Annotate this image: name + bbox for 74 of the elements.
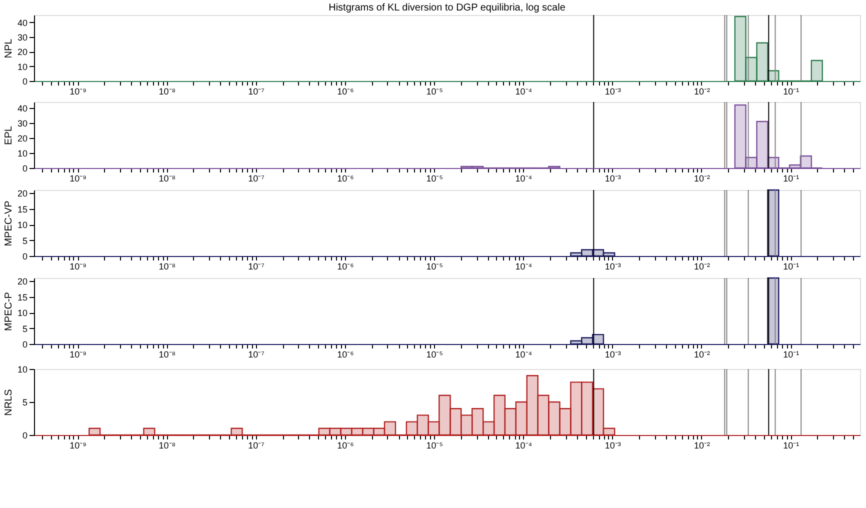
y-tick-label: 20 bbox=[17, 188, 28, 199]
x-tick-label: 10⁻⁹ bbox=[70, 262, 87, 272]
y-axis-title: EPL bbox=[3, 126, 14, 145]
x-tick-label: 10⁻⁵ bbox=[426, 350, 444, 360]
x-tick-label: 10⁻⁴ bbox=[515, 86, 532, 96]
x-tick-label: 10⁻⁶ bbox=[337, 350, 354, 360]
y-tick-label: 20 bbox=[17, 134, 28, 144]
x-tick-label: 10⁻⁹ bbox=[70, 440, 87, 450]
x-tick-label: 10⁻² bbox=[694, 440, 710, 450]
y-tick-label: 30 bbox=[17, 118, 28, 128]
x-tick-label: 10⁻⁸ bbox=[158, 86, 176, 96]
x-tick-label: 10⁻⁴ bbox=[515, 262, 532, 272]
x-tick-label: 10⁻⁶ bbox=[337, 86, 354, 96]
x-tick-label: 10⁻⁸ bbox=[158, 440, 176, 450]
x-tick-label: 10⁻⁷ bbox=[248, 174, 264, 184]
x-tick-label: 10⁻¹ bbox=[783, 440, 800, 450]
x-tick-label: 10⁻⁷ bbox=[248, 440, 264, 450]
x-tick-label: 10⁻⁹ bbox=[70, 86, 87, 96]
x-tick-label: 10⁻⁹ bbox=[70, 350, 87, 360]
x-tick-label: 10⁻⁵ bbox=[426, 174, 444, 184]
y-tick-label: 20 bbox=[17, 276, 28, 287]
x-tick-label: 10⁻⁴ bbox=[515, 174, 532, 184]
x-tick-label: 10⁻³ bbox=[604, 440, 621, 450]
x-tick-label: 10⁻³ bbox=[604, 86, 621, 96]
x-tick-label: 10⁻⁸ bbox=[158, 262, 176, 272]
y-axis-title: MPEC-P bbox=[3, 292, 14, 331]
y-tick-label: 15 bbox=[17, 292, 28, 302]
x-tick-label: 10⁻¹ bbox=[783, 350, 800, 360]
y-tick-label: 40 bbox=[17, 104, 28, 114]
x-tick-label: 10⁻² bbox=[694, 86, 710, 96]
y-tick-label: 15 bbox=[17, 204, 28, 214]
y-tick-label: 0 bbox=[22, 430, 28, 440]
y-tick-label: 0 bbox=[22, 252, 28, 262]
x-tick-label: 10⁻³ bbox=[604, 350, 621, 360]
x-tick-label: 10⁻⁹ bbox=[70, 174, 87, 184]
y-tick-label: 10 bbox=[17, 364, 28, 374]
y-tick-label: 5 bbox=[22, 324, 28, 334]
x-tick-label: 10⁻¹ bbox=[783, 174, 800, 184]
y-tick-label: 40 bbox=[17, 18, 28, 28]
x-tick-label: 10⁻³ bbox=[604, 262, 621, 272]
x-tick-label: 10⁻⁵ bbox=[426, 440, 444, 450]
x-tick-label: 10⁻² bbox=[694, 262, 710, 272]
x-tick-label: 10⁻⁸ bbox=[158, 350, 176, 360]
y-tick-label: 10 bbox=[17, 308, 28, 318]
x-tick-label: 10⁻³ bbox=[604, 174, 621, 184]
x-tick-label: 10⁻⁶ bbox=[337, 440, 354, 450]
y-tick-label: 0 bbox=[22, 164, 28, 174]
x-tick-label: 10⁻¹ bbox=[783, 262, 800, 272]
x-tick-label: 10⁻⁴ bbox=[515, 440, 532, 450]
x-tick-label: 10⁻¹ bbox=[783, 86, 800, 96]
x-tick-label: 10⁻⁶ bbox=[337, 262, 354, 272]
y-tick-label: 0 bbox=[22, 76, 28, 86]
y-tick-label: 20 bbox=[17, 47, 28, 58]
y-tick-label: 30 bbox=[17, 32, 28, 42]
x-tick-label: 10⁻⁷ bbox=[248, 86, 264, 96]
x-tick-label: 10⁻⁵ bbox=[426, 262, 444, 272]
y-axis-title: NRLS bbox=[3, 388, 14, 416]
x-tick-label: 10⁻² bbox=[694, 350, 710, 360]
x-tick-label: 10⁻⁶ bbox=[337, 174, 354, 184]
x-tick-label: 10⁻⁴ bbox=[515, 350, 532, 360]
chart-title: Histgrams of KL diversion to DGP equilibria, log scale bbox=[328, 2, 566, 14]
x-tick-label: 10⁻⁷ bbox=[248, 350, 264, 360]
y-tick-label: 5 bbox=[22, 398, 28, 408]
x-tick-label: 10⁻⁵ bbox=[426, 86, 444, 96]
y-tick-label: 10 bbox=[17, 148, 28, 158]
y-axis-title: MPEC-VP bbox=[3, 200, 14, 246]
y-tick-label: 10 bbox=[17, 62, 28, 72]
y-tick-label: 0 bbox=[22, 340, 28, 350]
y-tick-label: 10 bbox=[17, 220, 28, 230]
y-tick-label: 5 bbox=[22, 236, 28, 246]
y-axis-title: NPL bbox=[3, 38, 14, 58]
x-tick-label: 10⁻⁸ bbox=[158, 174, 176, 184]
x-tick-label: 10⁻⁷ bbox=[248, 262, 264, 272]
x-tick-label: 10⁻² bbox=[694, 174, 710, 184]
